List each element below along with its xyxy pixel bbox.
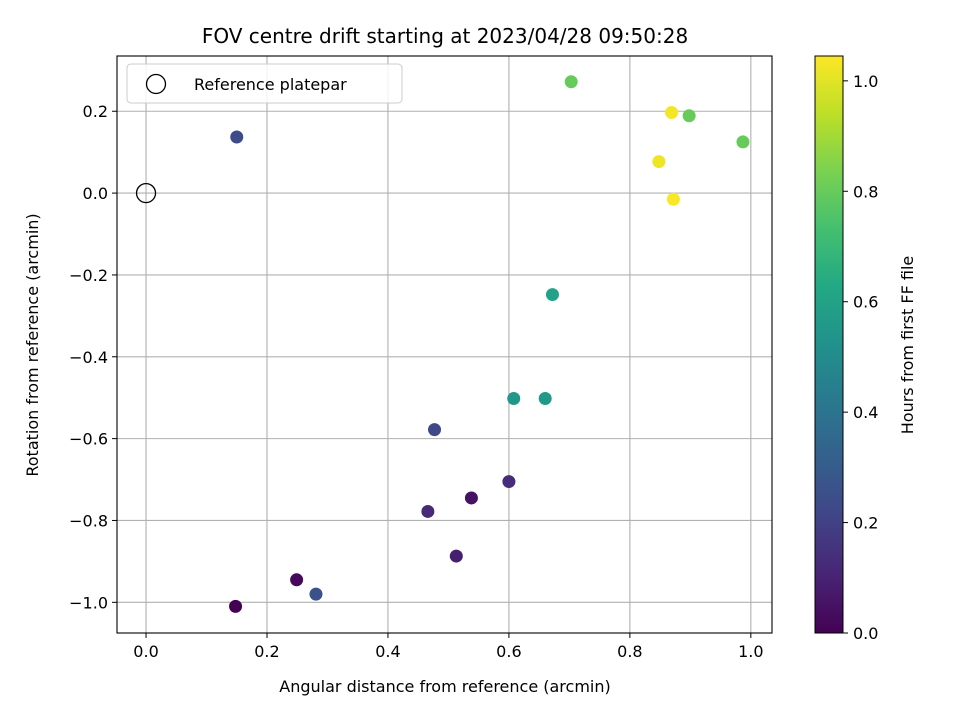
legend: Reference platepar bbox=[126, 63, 403, 104]
data-point bbox=[449, 549, 463, 563]
colorbar-label: Hours from first FF file bbox=[898, 256, 917, 435]
data-point bbox=[652, 155, 666, 169]
colorbar-tick-label: 0.2 bbox=[853, 514, 878, 533]
y-tick-label: −1.0 bbox=[69, 593, 108, 612]
y-tick-label: −0.4 bbox=[69, 348, 108, 367]
data-point bbox=[682, 109, 696, 123]
data-point bbox=[502, 475, 516, 489]
x-axis-ticks: 0.0 0.2 0.4 0.6 0.8 1.0 bbox=[133, 633, 764, 661]
colorbar-tick-label: 0.6 bbox=[853, 293, 878, 312]
y-tick-label: 0.2 bbox=[83, 102, 108, 121]
data-point bbox=[564, 75, 578, 89]
plot-frame bbox=[116, 55, 773, 634]
x-tick-label: 0.4 bbox=[375, 642, 400, 661]
x-tick-label: 0.6 bbox=[496, 642, 521, 661]
x-tick-label: 1.0 bbox=[738, 642, 763, 661]
data-point bbox=[464, 491, 478, 505]
colorbar-gradient bbox=[814, 55, 844, 634]
colorbar: 0.0 0.2 0.4 0.6 0.8 1.0 Hours from first FF f… bbox=[814, 55, 917, 643]
reference-platepar-marker bbox=[135, 182, 157, 204]
colorbar-tick-label: 1.0 bbox=[853, 72, 878, 91]
data-points bbox=[135, 75, 750, 613]
legend-marker bbox=[145, 73, 167, 95]
axes-frame bbox=[116, 55, 773, 634]
data-point bbox=[665, 105, 679, 119]
data-point bbox=[538, 392, 552, 406]
x-tick-label: 0.2 bbox=[254, 642, 279, 661]
legend-label: Reference platepar bbox=[194, 75, 347, 94]
colorbar-ticks: 0.0 0.2 0.4 0.6 0.8 1.0 bbox=[843, 72, 878, 643]
data-point bbox=[736, 135, 750, 149]
x-tick-label: 0.0 bbox=[133, 642, 158, 661]
y-tick-label: −0.2 bbox=[69, 266, 108, 285]
y-tick-label: 0.0 bbox=[83, 184, 108, 203]
legend-box bbox=[126, 63, 403, 104]
chart-title: FOV centre drift starting at 2023/04/28 … bbox=[202, 24, 688, 48]
data-point bbox=[428, 423, 442, 437]
data-point bbox=[666, 192, 680, 206]
y-axis-ticks: −1.0 −0.8 −0.6 −0.4 −0.2 0.0 0.2 bbox=[69, 102, 117, 612]
data-point bbox=[421, 504, 435, 518]
y-tick-label: −0.6 bbox=[69, 430, 108, 449]
colorbar-tick-label: 0.0 bbox=[853, 624, 878, 643]
colorbar-tick-label: 0.4 bbox=[853, 403, 878, 422]
grid bbox=[117, 56, 772, 633]
data-point bbox=[545, 288, 559, 302]
x-axis-label: Angular distance from reference (arcmin) bbox=[279, 677, 610, 696]
x-tick-label: 0.8 bbox=[617, 642, 642, 661]
data-point bbox=[507, 392, 521, 406]
y-axis-label: Rotation from reference (arcmin) bbox=[23, 213, 42, 476]
data-point bbox=[229, 599, 243, 613]
colorbar-tick-label: 0.8 bbox=[853, 182, 878, 201]
data-point bbox=[290, 573, 304, 587]
data-point bbox=[230, 130, 244, 144]
y-tick-label: −0.8 bbox=[69, 511, 108, 530]
data-point bbox=[309, 587, 323, 601]
